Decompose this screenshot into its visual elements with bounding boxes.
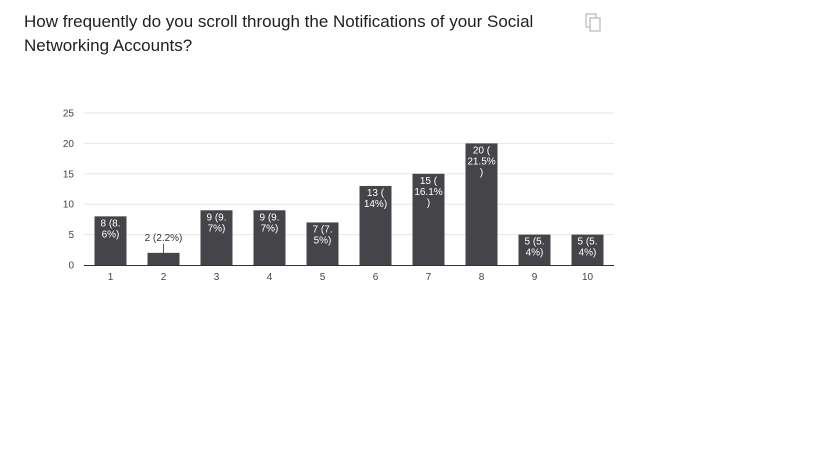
bar bbox=[306, 222, 339, 265]
x-tick-label: 3 bbox=[214, 272, 220, 283]
data-label: 7%) bbox=[208, 223, 226, 234]
x-tick-label: 2 bbox=[161, 272, 167, 283]
data-label: 20 ( bbox=[473, 145, 491, 156]
data-label: 4%) bbox=[526, 248, 544, 259]
x-tick-label: 7 bbox=[426, 272, 432, 283]
data-label: 21.5% bbox=[467, 156, 495, 167]
question-title: How frequently do you scroll through the… bbox=[24, 12, 534, 55]
data-label: 4%) bbox=[579, 248, 597, 259]
bar bbox=[94, 216, 127, 265]
data-label: 8 (8. bbox=[100, 218, 120, 229]
x-tick-label: 8 bbox=[479, 272, 485, 283]
bar bbox=[359, 185, 392, 265]
bar bbox=[571, 234, 604, 265]
data-label: 6%) bbox=[102, 229, 120, 240]
bar bbox=[147, 252, 180, 265]
bar bbox=[253, 210, 286, 265]
data-label: ) bbox=[480, 167, 483, 178]
data-label: 7 (7. bbox=[312, 224, 332, 235]
y-tick-label: 0 bbox=[68, 261, 74, 272]
bar bbox=[518, 234, 551, 265]
data-label: 16.1% bbox=[414, 187, 442, 198]
x-tick-label: 10 bbox=[582, 272, 594, 283]
x-tick-label: 6 bbox=[373, 272, 379, 283]
copy-icon bbox=[585, 13, 601, 32]
data-label: 5%) bbox=[314, 235, 332, 246]
y-tick-label: 15 bbox=[63, 169, 75, 180]
data-label: 15 ( bbox=[420, 176, 438, 187]
bar bbox=[200, 210, 233, 265]
data-label: ) bbox=[427, 198, 430, 209]
bar bbox=[465, 143, 498, 265]
bar bbox=[412, 173, 445, 265]
x-tick-label: 4 bbox=[267, 272, 273, 283]
data-label: 2 (2.2%) bbox=[145, 233, 183, 244]
y-tick-label: 10 bbox=[63, 200, 75, 211]
data-label: 5 (5. bbox=[524, 237, 544, 248]
copy-chart-button[interactable] bbox=[584, 12, 604, 34]
y-tick-label: 25 bbox=[63, 109, 75, 120]
y-tick-label: 5 bbox=[68, 230, 74, 241]
data-label: 5 (5. bbox=[577, 237, 597, 248]
data-label: 7%) bbox=[261, 223, 279, 234]
x-tick-label: 5 bbox=[320, 272, 326, 283]
x-tick-label: 1 bbox=[108, 272, 114, 283]
data-label: 9 (9. bbox=[206, 212, 226, 223]
data-label: 14%) bbox=[364, 199, 387, 210]
data-label: 13 ( bbox=[367, 188, 385, 199]
data-label: 9 (9. bbox=[259, 212, 279, 223]
y-tick-label: 20 bbox=[63, 139, 75, 150]
x-tick-label: 9 bbox=[532, 272, 538, 283]
